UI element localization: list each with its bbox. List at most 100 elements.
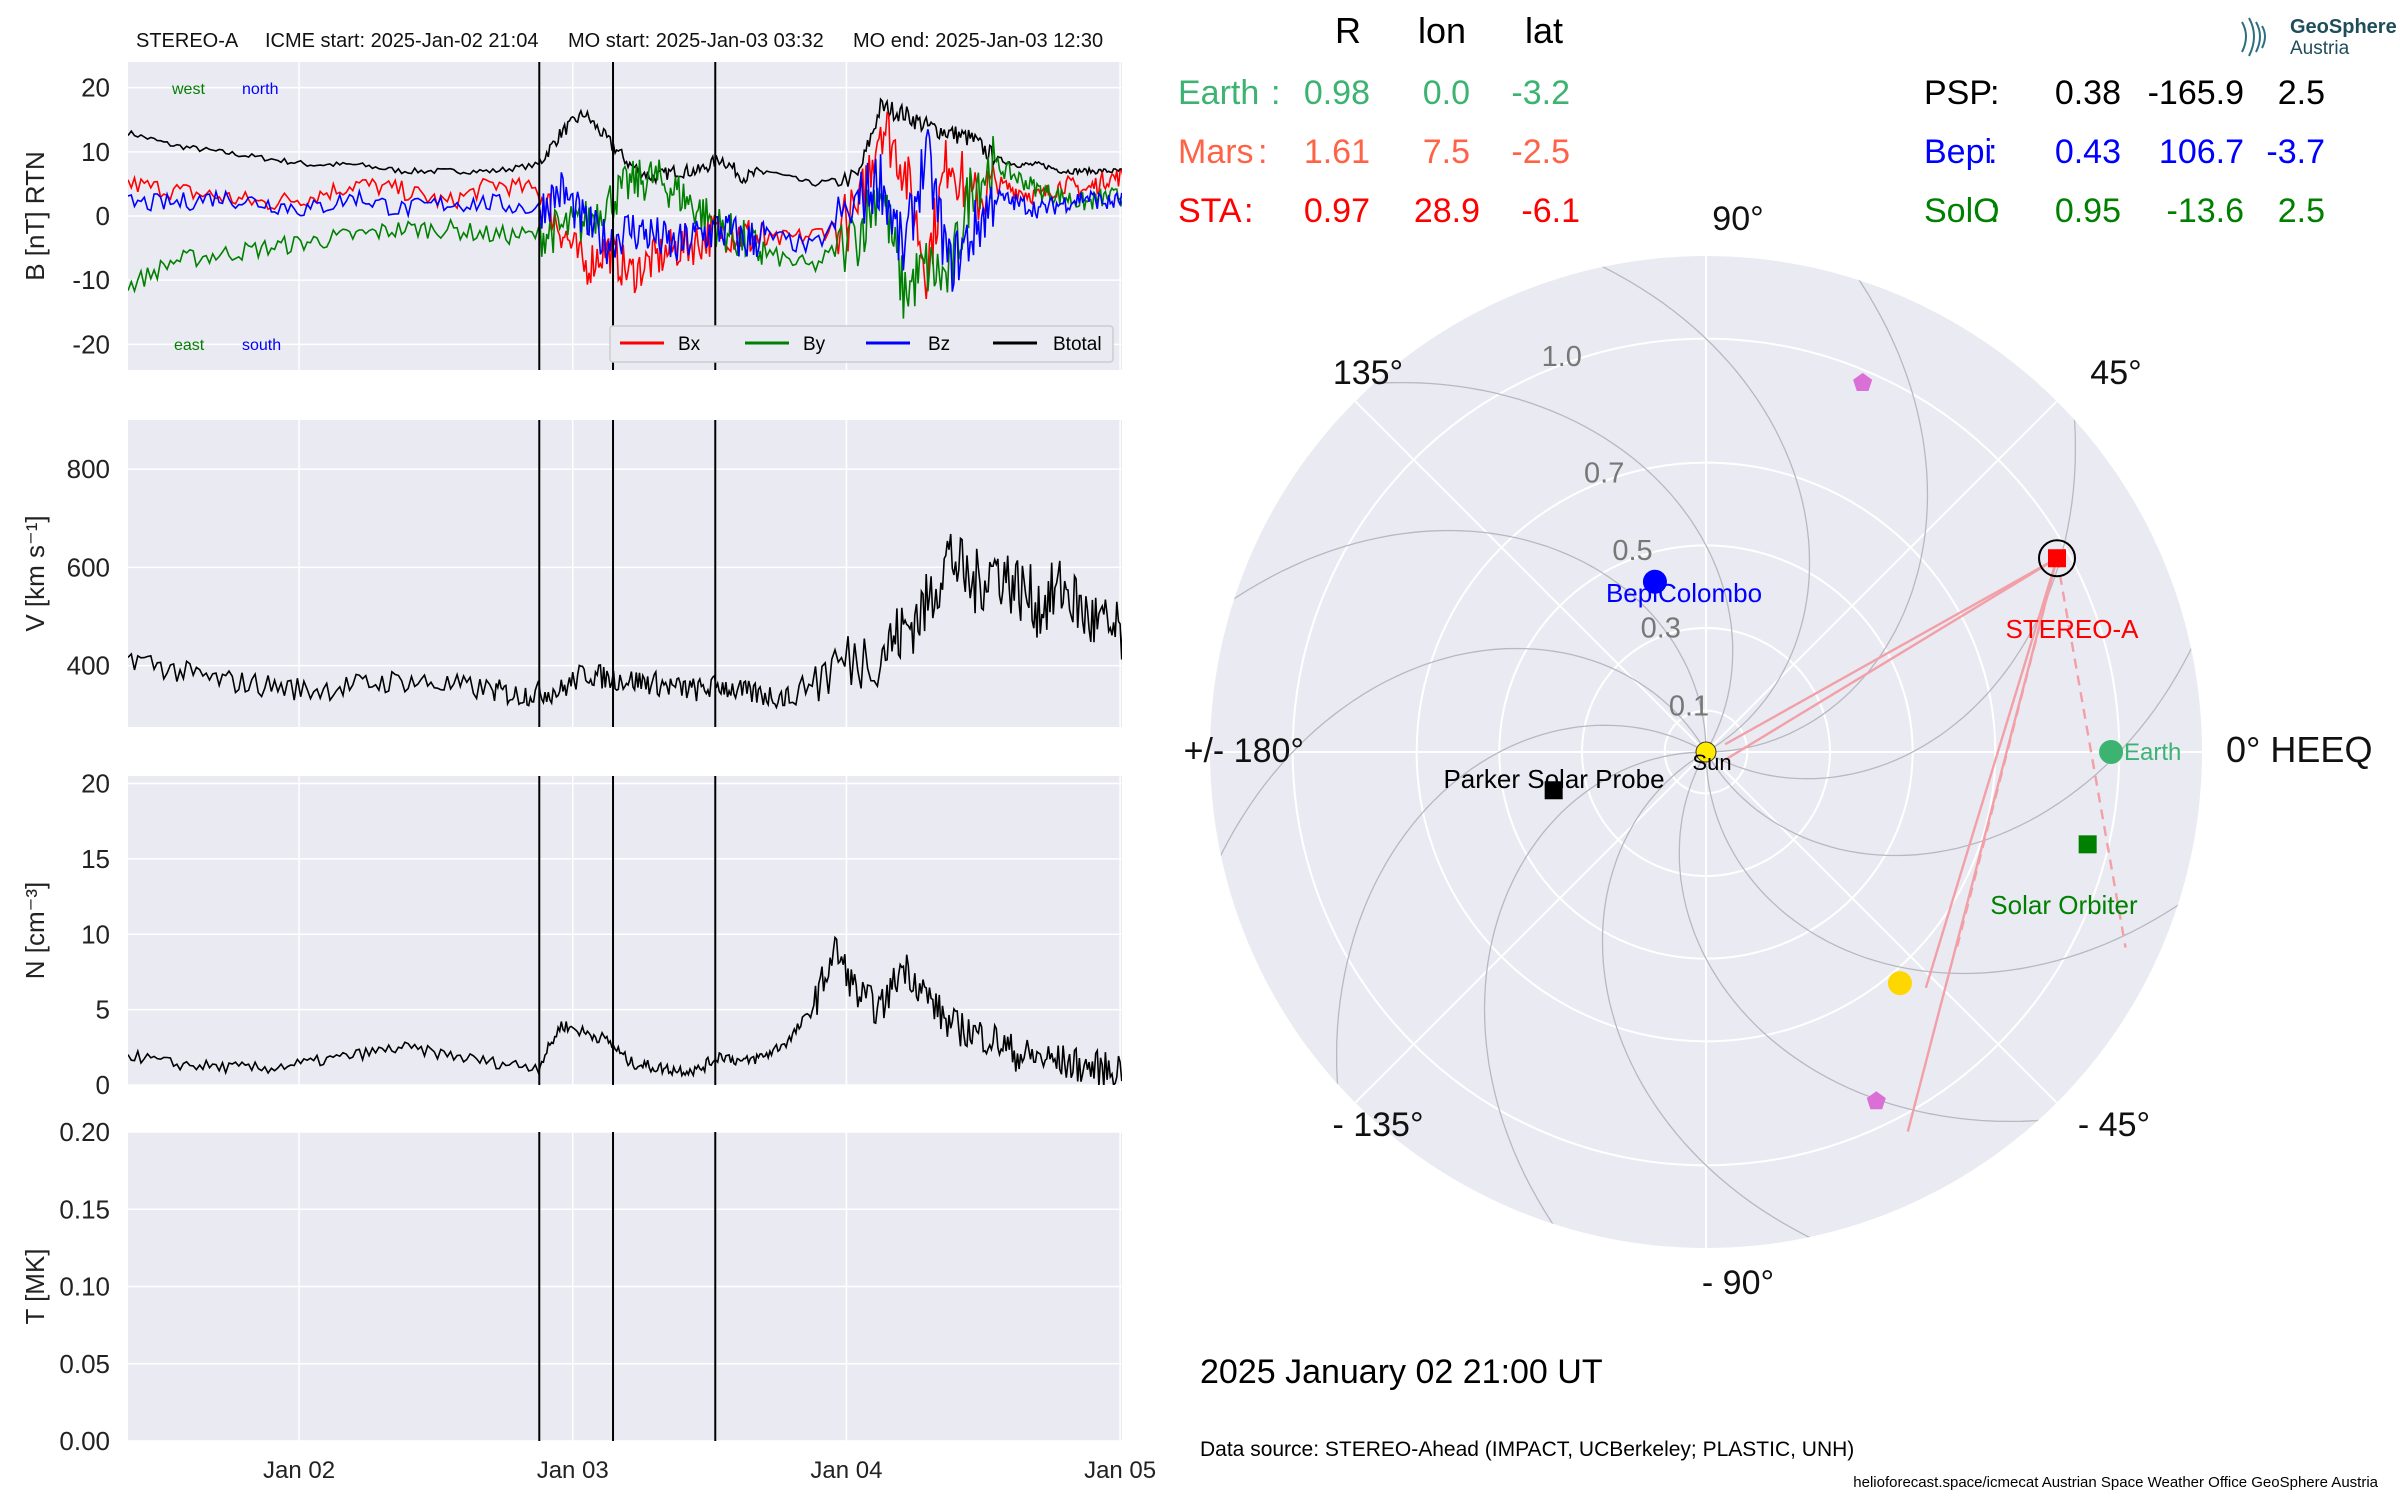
- y-tick-label: 0.10: [59, 1272, 110, 1302]
- row-solo-lat: 2.5: [2278, 192, 2325, 230]
- parker-spiral: [1601, 751, 1847, 1248]
- south-label: south: [242, 337, 281, 354]
- y-axis-label: N [cm⁻³]: [20, 882, 50, 980]
- angle-label: - 45°: [2078, 1106, 2150, 1144]
- y-tick-label: 0.20: [59, 1117, 110, 1147]
- b-legend: Bx By Bz Btotal: [609, 325, 1114, 363]
- y-tick-label: 400: [67, 651, 110, 681]
- legend-label-by: By: [803, 334, 826, 355]
- geosphere-logo: GeoSphere Austria: [2241, 16, 2397, 59]
- row-mars-lat: -2.5: [1511, 133, 1570, 171]
- parker-spiral: [1565, 256, 1811, 753]
- angular-gridline: [1354, 400, 1707, 753]
- y-tick-label: 5: [96, 995, 110, 1025]
- colon: :: [1258, 133, 1267, 171]
- marker-parker-solar-probe: [1544, 781, 1563, 800]
- row-earth-lon: 0.0: [1423, 74, 1470, 112]
- stereo-a-fov-line: [1924, 557, 2059, 989]
- colon: :: [1244, 192, 1253, 230]
- y-tick-label: 800: [67, 454, 110, 484]
- y-axis-label: T [MK]: [20, 1248, 50, 1324]
- row-earth-name: Earth: [1178, 74, 1259, 112]
- row-psp-lat: 2.5: [2278, 74, 2325, 112]
- parker-spiral: [1335, 724, 1707, 1125]
- parker-spiral: [1333, 381, 1734, 753]
- row-sta: STA: 0.97 28.9 -6.1: [1178, 192, 1580, 230]
- east-label: east: [174, 337, 205, 354]
- parker-spiral: [1210, 529, 1707, 753]
- angular-gridline: [1705, 751, 2058, 1104]
- row-mars-r: 1.61: [1304, 133, 1370, 171]
- data-source-label: Data source: STEREO-Ahead (IMPACT, UCBer…: [1200, 1438, 1854, 1461]
- x-tick-label: Jan 02: [263, 1457, 335, 1484]
- angle-label: +/- 180°: [1184, 732, 1304, 770]
- marker-label: Earth: [2124, 739, 2181, 766]
- panel-speed: 400 600 800 V [km s⁻¹]: [20, 420, 1122, 727]
- parker-spiral: [1678, 751, 2079, 1123]
- row-mars-lon: 7.5: [1423, 133, 1470, 171]
- colon: :: [1988, 133, 1997, 171]
- series-line-bz: [128, 129, 1122, 292]
- series-line-by: [128, 136, 1122, 319]
- row-solo-name: SolO: [1924, 192, 2000, 230]
- logo-line2: Austria: [2290, 38, 2350, 59]
- angular-gridline: [1705, 400, 2058, 753]
- stereo-a-ring: [2038, 539, 2077, 578]
- y-tick-label: 600: [67, 552, 110, 582]
- stereo-a-fov-line: [2055, 558, 2127, 948]
- mo-start-label: MO start: 2025-Jan-03 03:32: [568, 30, 824, 52]
- row-psp-lon: -165.9: [2148, 74, 2244, 112]
- marker-label: BepiColombo: [1606, 578, 1762, 608]
- angle-label: 135°: [1333, 354, 1403, 392]
- parker-spiral: [1705, 751, 2202, 975]
- panel-density: 0 5 10 15 20 N [cm⁻³]: [20, 769, 1122, 1100]
- stereo-a-sun-line: [1724, 557, 2058, 761]
- north-label: north: [242, 81, 278, 98]
- marker-label: STEREO-A: [2006, 614, 2140, 644]
- row-sta-lon: 28.9: [1414, 192, 1480, 230]
- x-tick-label: Jan 04: [810, 1457, 882, 1484]
- parker-spiral: [1705, 256, 1929, 753]
- series-line-n: [128, 935, 1122, 1085]
- ellipse-marker: [1866, 1091, 1886, 1110]
- icme-start-label: ICME start: 2025-Jan-02 21:04: [265, 30, 538, 52]
- mo-end-label: MO end: 2025-Jan-03 12:30: [853, 30, 1103, 52]
- credits-label: helioforecast.space/icmecat Austrian Spa…: [1853, 1474, 2378, 1491]
- col-header-r: R: [1335, 10, 1361, 51]
- angle-label: - 135°: [1332, 1106, 1423, 1144]
- marker-label: Parker Solar Probe: [1443, 764, 1664, 794]
- parker-spiral: [1210, 647, 1707, 893]
- legend-label-bx: Bx: [678, 334, 701, 355]
- geosphere-logo-mark: [2241, 17, 2266, 57]
- marker-label: Sun: [1692, 750, 1731, 775]
- ellipse-marker: [1853, 372, 1873, 391]
- angle-label: 0° HEEQ: [2226, 729, 2372, 770]
- row-bepi-name: Bepi: [1924, 133, 1992, 171]
- legend-label-bz: Bz: [928, 334, 950, 355]
- colon: :: [1990, 192, 1999, 230]
- row-bepi-r: 0.43: [2055, 133, 2121, 171]
- row-psp: PSP: 0.38 -165.9 2.5: [1924, 74, 2325, 112]
- radial-tick-label: 0.1: [1669, 690, 1709, 722]
- series-line-v: [128, 533, 1122, 710]
- heeq-polar-plot: 0.1 0.3 0.5 0.7 1.0 0° HEEQ 45° 90° 135° +/- 180°…: [1184, 200, 2373, 1302]
- plot-header: STEREO-A ICME start: 2025-Jan-02 21:04 M…: [136, 30, 1103, 52]
- x-tick-label: Jan 05: [1084, 1457, 1156, 1484]
- y-tick-label: 0.15: [59, 1194, 110, 1224]
- y-tick-label: 20: [81, 769, 110, 799]
- radial-tick-label: 0.7: [1584, 457, 1624, 489]
- marker-solar-orbiter: [2078, 835, 2097, 854]
- x-tick-label: Jan 03: [537, 1457, 609, 1484]
- apex-marker: [1887, 971, 1912, 996]
- radial-tick-label: 1.0: [1542, 341, 1582, 373]
- row-psp-name: PSP: [1924, 74, 1992, 112]
- row-earth: Earth: 0.98 0.0 -3.2: [1178, 74, 1570, 112]
- row-sta-name: STA: [1178, 192, 1242, 230]
- row-solo-lon: -13.6: [2167, 192, 2245, 230]
- y-tick-label: 10: [81, 919, 110, 949]
- y-tick-label: 0: [96, 201, 110, 231]
- series-line-btotal: [128, 97, 1122, 187]
- timestamp-label: 2025 January 02 21:00 UT: [1200, 1353, 1603, 1391]
- marker-earth: [2099, 740, 2124, 764]
- y-tick-label: -10: [72, 265, 110, 295]
